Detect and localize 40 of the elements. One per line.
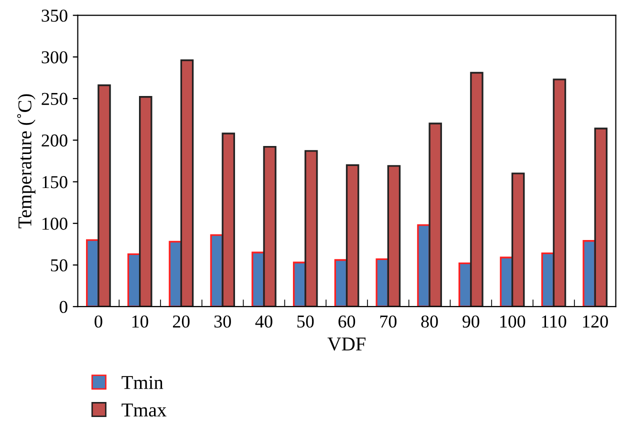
x-tick-label: 70 bbox=[380, 315, 396, 328]
y-tick-label: 0 bbox=[60, 300, 68, 314]
x-tick-label: 100 bbox=[500, 315, 526, 328]
bar bbox=[346, 164, 360, 307]
x-tick-label: 30 bbox=[214, 315, 231, 328]
x-tick-label: 40 bbox=[255, 315, 272, 328]
bar bbox=[180, 59, 194, 307]
bar bbox=[582, 240, 596, 307]
bar bbox=[304, 150, 318, 307]
bar bbox=[98, 84, 111, 307]
bar bbox=[263, 146, 276, 307]
x-tick-label: 0 bbox=[94, 315, 102, 328]
x-tick-label: 110 bbox=[542, 315, 566, 328]
y-tick-label: 50 bbox=[51, 259, 68, 272]
bar bbox=[387, 165, 401, 307]
y-tick-label: 250 bbox=[42, 92, 68, 105]
bar bbox=[470, 72, 484, 307]
bar bbox=[138, 96, 152, 307]
y-tick-label: 150 bbox=[42, 176, 68, 188]
x-tick-label: 60 bbox=[338, 315, 356, 328]
x-tick-label: 50 bbox=[297, 315, 314, 328]
x-tick-label: 120 bbox=[583, 315, 608, 328]
legend-label: Tmax bbox=[122, 404, 166, 417]
bar bbox=[222, 132, 236, 307]
x-tick-label: 10 bbox=[132, 315, 148, 328]
x-tick-label: 80 bbox=[421, 315, 438, 328]
bar bbox=[552, 78, 566, 307]
y-tick-label: 200 bbox=[42, 134, 68, 147]
y-axis-title: Temperature (˚C) bbox=[17, 94, 36, 228]
legend-label: Tmin bbox=[122, 376, 164, 389]
x-tick-label: 20 bbox=[172, 315, 190, 328]
y-tick-label: 350 bbox=[42, 10, 68, 22]
y-tick-label: 300 bbox=[42, 51, 68, 64]
x-axis-title: VDF bbox=[328, 338, 366, 351]
bar bbox=[210, 234, 224, 307]
bar bbox=[594, 128, 608, 307]
bar bbox=[511, 172, 525, 307]
bar bbox=[428, 122, 442, 307]
x-tick-label: 90 bbox=[462, 315, 480, 328]
y-tick-label: 100 bbox=[42, 218, 68, 230]
